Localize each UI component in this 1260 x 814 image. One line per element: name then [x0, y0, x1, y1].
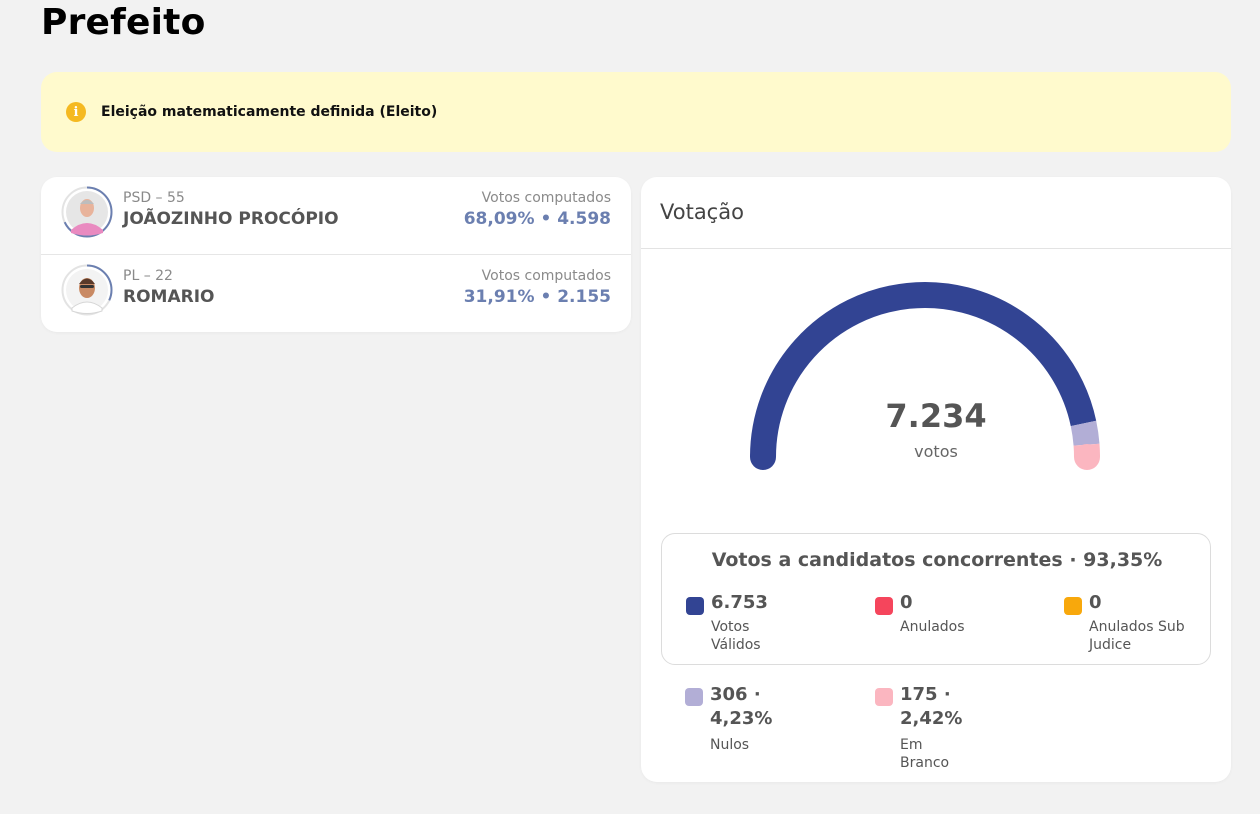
candidate-party: PL – 22	[123, 268, 173, 284]
election-status-alert: i Eleição matematicamente definida (Elei…	[41, 72, 1231, 152]
stat-label: Em Branco	[900, 737, 950, 771]
stat-label: Anulados Sub Judice	[1089, 619, 1185, 653]
vote-share-ring	[61, 264, 113, 316]
voting-card: Votação 7.234 votos Votos a candidatos c…	[641, 177, 1231, 782]
stat-label: Votos Válidos	[711, 619, 761, 653]
gauge-unit: votos	[914, 442, 958, 461]
page-title: Prefeito	[41, 2, 206, 43]
candidate-avatar	[61, 264, 113, 316]
gauge-total: 7.234	[885, 397, 987, 435]
legend-swatch	[1064, 597, 1082, 615]
voting-title: Votação	[660, 200, 744, 224]
candidates-card: PSD – 55 JOÃOZINHO PROCÓPIO Votos comput…	[41, 177, 631, 332]
votes-label: Votos computados	[481, 190, 611, 206]
stat-label: Anulados	[900, 619, 965, 635]
concorrentes-box: Votos a candidatos concorrentes · 93,35%…	[661, 533, 1211, 665]
stat-value: 306 · 4,23%	[710, 684, 773, 729]
gauge-cap-start	[750, 444, 776, 470]
gauge-cap-end	[1074, 444, 1100, 470]
stat-value: 6.753	[711, 592, 768, 613]
vote-gauge	[750, 282, 1100, 470]
stat-label: Nulos	[710, 737, 750, 753]
legend-swatch	[685, 688, 703, 706]
votes-value: 31,91% • 2.155	[463, 287, 611, 307]
legend-swatch	[686, 597, 704, 615]
candidate-name: JOÃOZINHO PROCÓPIO	[123, 209, 339, 229]
alert-text: Eleição matematicamente definida (Eleito…	[101, 104, 438, 120]
candidate-row[interactable]: PL – 22 ROMARIO Votos computados 31,91% …	[41, 254, 631, 331]
candidate-name: ROMARIO	[123, 287, 215, 307]
divider	[641, 248, 1231, 249]
stat-value: 175 · 2,42%	[900, 684, 963, 729]
stat-value: 0	[900, 592, 913, 613]
votes-label: Votos computados	[481, 268, 611, 284]
candidate-row[interactable]: PSD – 55 JOÃOZINHO PROCÓPIO Votos comput…	[41, 177, 631, 254]
legend-swatch	[875, 688, 893, 706]
stat-value: 0	[1089, 592, 1102, 613]
candidate-party: PSD – 55	[123, 190, 185, 206]
candidate-avatar	[61, 186, 113, 238]
vote-share-ring	[61, 186, 113, 238]
legend-swatch	[875, 597, 893, 615]
concorrentes-title: Votos a candidatos concorrentes · 93,35%	[711, 549, 1163, 571]
info-icon: i	[66, 102, 86, 122]
votes-value: 68,09% • 4.598	[463, 209, 611, 229]
gauge-segment-validos	[750, 282, 1097, 458]
